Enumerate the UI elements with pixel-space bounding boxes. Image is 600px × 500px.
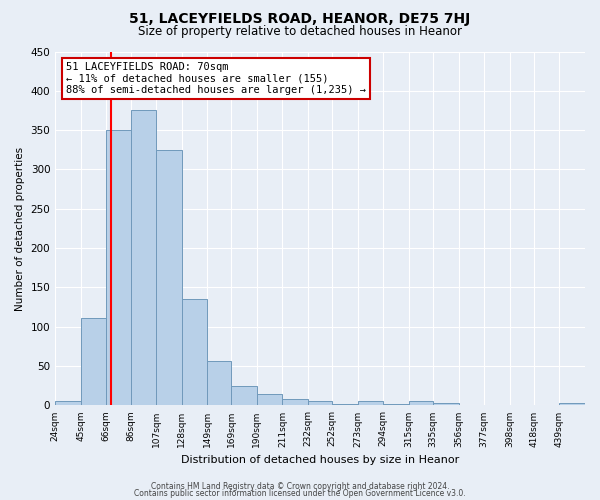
Bar [308, 402, 332, 406]
Text: Contains HM Land Registry data © Crown copyright and database right 2024.: Contains HM Land Registry data © Crown c… [151, 482, 449, 491]
Bar [232, 386, 257, 406]
Text: 51 LACEYFIELDS ROAD: 70sqm
← 11% of detached houses are smaller (155)
88% of sem: 51 LACEYFIELDS ROAD: 70sqm ← 11% of deta… [66, 62, 366, 96]
X-axis label: Distribution of detached houses by size in Heanor: Distribution of detached houses by size … [181, 455, 459, 465]
Text: 51, LACEYFIELDS ROAD, HEANOR, DE75 7HJ: 51, LACEYFIELDS ROAD, HEANOR, DE75 7HJ [130, 12, 470, 26]
Bar [559, 403, 585, 406]
Bar [283, 399, 308, 406]
Bar [358, 402, 383, 406]
Bar [182, 300, 207, 406]
Bar [207, 360, 232, 406]
Bar [433, 403, 458, 406]
Bar [131, 110, 156, 406]
Bar [156, 150, 182, 406]
Bar [383, 404, 409, 406]
Y-axis label: Number of detached properties: Number of detached properties [15, 146, 25, 310]
Bar [409, 402, 433, 406]
Text: Contains public sector information licensed under the Open Government Licence v3: Contains public sector information licen… [134, 489, 466, 498]
Bar [332, 404, 358, 406]
Bar [106, 130, 131, 406]
Bar [257, 394, 283, 406]
Text: Size of property relative to detached houses in Heanor: Size of property relative to detached ho… [138, 25, 462, 38]
Bar [55, 402, 80, 406]
Bar [80, 318, 106, 406]
